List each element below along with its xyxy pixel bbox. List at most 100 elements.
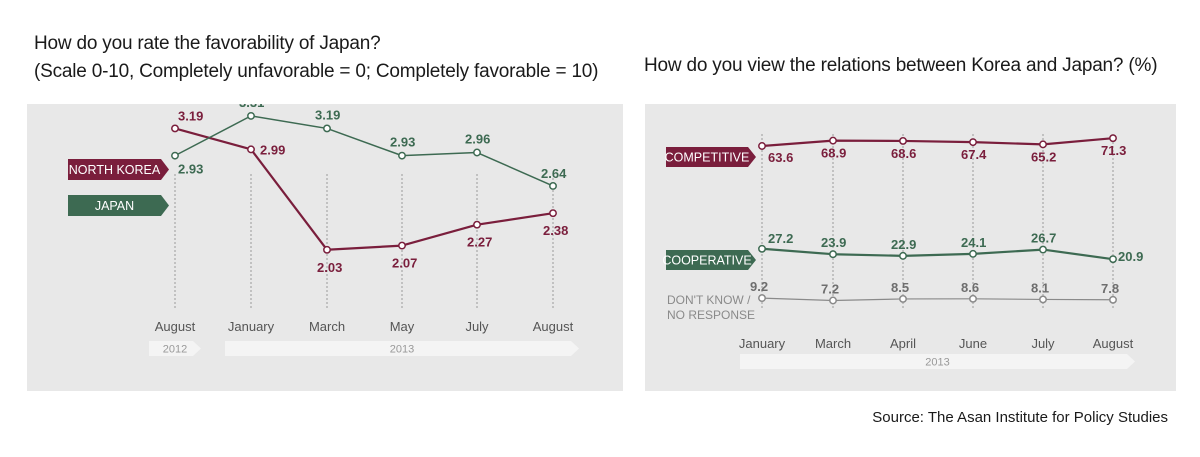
data-label-japan-1: 3.31: [239, 104, 264, 110]
data-label-north-korea-3: 2.07: [392, 256, 417, 271]
legend-tag-competitive: [666, 147, 756, 167]
point-cooperative-4: [1039, 245, 1047, 254]
legend-label-japan: JAPAN: [95, 199, 134, 213]
point-competitive-1: [829, 136, 837, 145]
point-competitive-5: [1109, 134, 1117, 143]
x-tick-label-2: April: [890, 336, 916, 351]
legend-tag-cooperative: [666, 250, 756, 270]
source-note: Source: The Asan Institute for Policy St…: [872, 409, 1168, 426]
data-label-don-t-know-no-response-1: 7.2: [821, 282, 839, 297]
x-tick-label-3: May: [390, 319, 415, 334]
point-don-t-know-no-response-1: [829, 296, 837, 305]
data-label-don-t-know-no-response-2: 8.5: [891, 280, 909, 295]
year-band-2013: [225, 341, 579, 356]
point-north-korea-5: [549, 209, 557, 218]
data-label-japan-3: 2.93: [390, 135, 415, 150]
data-label-cooperative-2: 22.9: [891, 237, 916, 252]
legend-label-don-t-know-no-response: DON'T KNOW /: [667, 293, 751, 307]
point-competitive-0: [758, 142, 766, 150]
year-band-label-2012: 2012: [163, 344, 187, 356]
point-japan-5: [549, 182, 557, 190]
data-label-don-t-know-no-response-4: 8.1: [1031, 280, 1049, 295]
point-japan-1: [247, 111, 255, 120]
legend-label-north-korea: NORTH KOREA: [69, 163, 161, 177]
point-north-korea-2: [323, 245, 331, 254]
x-tick-label-1: January: [228, 319, 275, 334]
series-line-north-korea: [174, 127, 554, 251]
data-label-competitive-2: 68.6: [891, 146, 916, 161]
series-line-don-t-know-no-response: [761, 297, 1114, 302]
legend-label-cooperative: COOPERATIVE: [662, 254, 751, 268]
data-label-north-korea-2: 2.03: [317, 260, 342, 275]
data-label-competitive-4: 65.2: [1031, 149, 1056, 164]
chart1-title: How do you rate the favorability of Japa…: [34, 33, 381, 54]
point-cooperative-2: [899, 251, 907, 260]
year-band-label-2013: 2013: [390, 344, 414, 356]
series-line-cooperative: [761, 247, 1114, 261]
point-don-t-know-no-response-2: [899, 294, 907, 303]
data-label-japan-4: 2.96: [465, 132, 490, 147]
data-label-north-korea-1: 2.99: [260, 142, 285, 157]
point-don-t-know-no-response-0: [758, 294, 766, 303]
point-competitive-4: [1039, 140, 1047, 149]
data-label-competitive-1: 68.9: [821, 146, 846, 161]
series-line-japan: [174, 115, 554, 187]
point-don-t-know-no-response-3: [969, 294, 977, 303]
x-tick-label-5: August: [1093, 336, 1134, 351]
point-cooperative-0: [758, 244, 766, 253]
data-label-don-t-know-no-response-3: 8.6: [961, 280, 979, 295]
legend-label-competitive: COMPETITIVE: [665, 151, 750, 165]
x-tick-label-4: July: [465, 319, 489, 334]
point-japan-4: [473, 148, 481, 157]
x-tick-label-2: March: [309, 319, 345, 334]
data-label-japan-2: 3.19: [315, 107, 340, 122]
point-north-korea-0: [171, 124, 179, 133]
point-north-korea-4: [473, 220, 481, 229]
point-japan-0: [171, 151, 179, 160]
data-label-japan-0: 2.93: [178, 162, 203, 177]
point-japan-2: [323, 124, 331, 133]
data-label-cooperative-5: 20.9: [1118, 249, 1143, 264]
x-tick-label-3: June: [959, 336, 987, 351]
favorability-chart: August January March May July August 2012 2013 3…: [68, 104, 579, 356]
chart2-panel: January March April June July August 2013 63.6 6…: [645, 104, 1176, 391]
point-don-t-know-no-response-4: [1039, 295, 1047, 304]
point-cooperative-5: [1109, 255, 1117, 264]
data-label-cooperative-4: 26.7: [1031, 231, 1056, 246]
relations-chart: January March April June July August 2013 63.6 6…: [662, 134, 1143, 369]
data-label-competitive-3: 67.4: [961, 147, 987, 162]
data-label-japan-5: 2.64: [541, 166, 567, 181]
point-competitive-2: [899, 136, 907, 145]
x-tick-label-1: March: [815, 336, 851, 351]
point-north-korea-1: [247, 145, 255, 154]
point-competitive-3: [969, 138, 977, 147]
data-label-don-t-know-no-response-0: 9.2: [750, 279, 768, 294]
year-band-2013: [740, 354, 1135, 369]
point-don-t-know-no-response-5: [1109, 295, 1117, 304]
data-label-cooperative-1: 23.9: [821, 235, 846, 250]
series-line-competitive: [761, 137, 1114, 148]
x-tick-label-0: August: [155, 319, 196, 334]
chart2-title: How do you view the relations between Ko…: [644, 55, 1158, 76]
x-tick-label-5: August: [533, 319, 574, 334]
legend-label-don-t-know-no-response-line2: NO RESPONSE: [667, 308, 755, 322]
data-label-north-korea-5: 2.38: [543, 223, 568, 238]
data-label-north-korea-0: 3.19: [178, 108, 203, 123]
x-tick-label-0: January: [739, 336, 786, 351]
point-japan-3: [398, 151, 406, 160]
chart1-panel: August January March May July August 2012 2013 3…: [27, 104, 623, 391]
data-label-competitive-0: 63.6: [768, 150, 793, 165]
chart1-subtitle: (Scale 0-10, Completely unfavorable = 0;…: [34, 61, 599, 82]
legend-tag-japan: [68, 195, 169, 216]
data-label-cooperative-0: 27.2: [768, 231, 793, 246]
point-cooperative-3: [969, 249, 977, 258]
year-band-label-2013: 2013: [925, 357, 949, 369]
data-label-competitive-5: 71.3: [1101, 143, 1126, 158]
point-north-korea-3: [398, 241, 406, 250]
point-cooperative-1: [829, 250, 837, 259]
x-tick-label-4: July: [1031, 336, 1055, 351]
data-label-cooperative-3: 24.1: [961, 235, 986, 250]
data-label-north-korea-4: 2.27: [467, 235, 492, 250]
legend-tag-north-korea: [68, 159, 169, 180]
data-label-don-t-know-no-response-5: 7.8: [1101, 281, 1119, 296]
